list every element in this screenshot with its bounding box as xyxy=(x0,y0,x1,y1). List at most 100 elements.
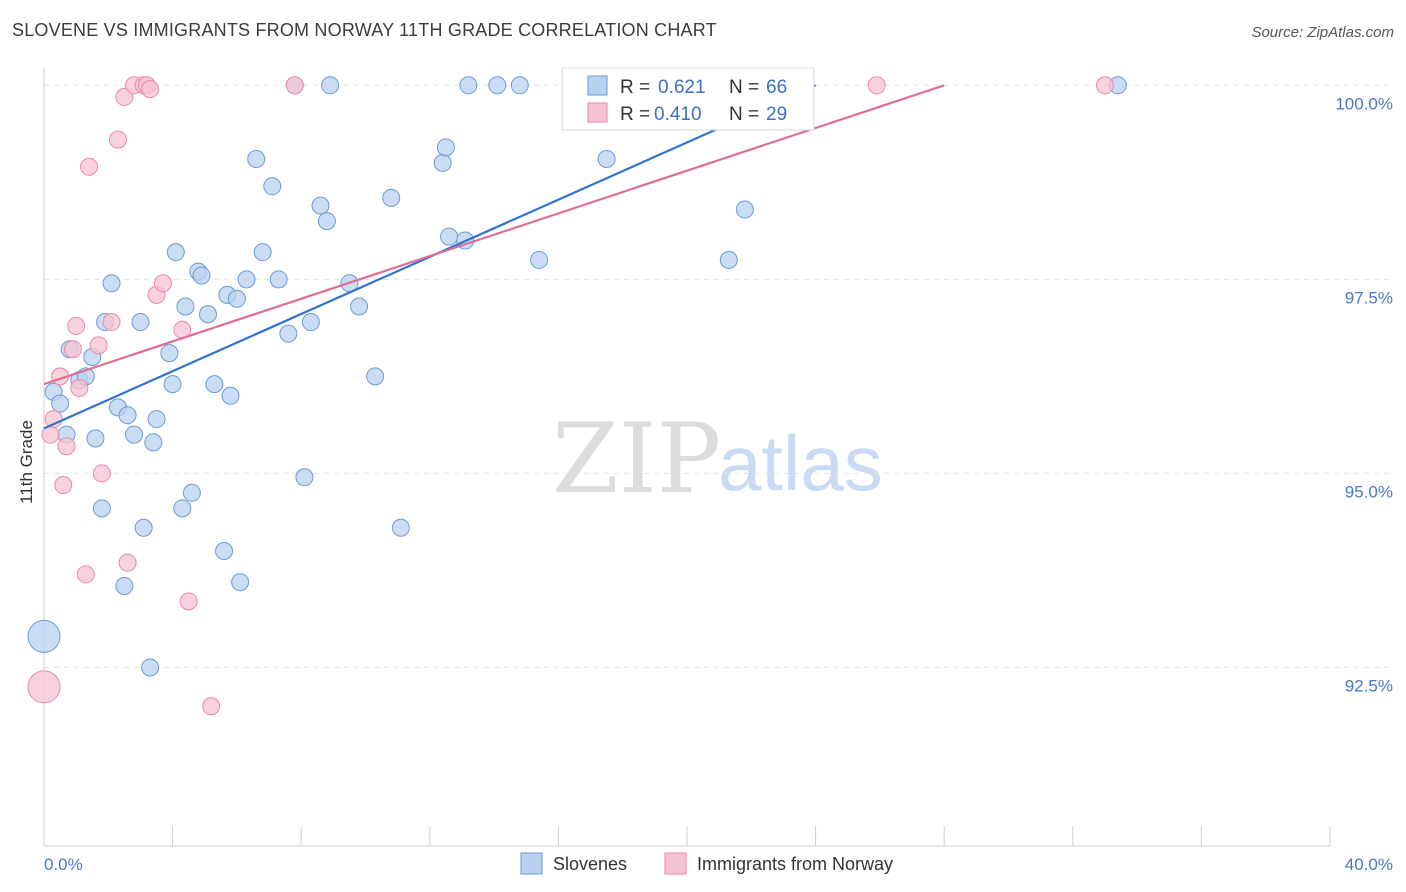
series-legend-swatch-slovenes xyxy=(521,853,542,874)
point-slovenes xyxy=(135,519,152,536)
point-slovenes xyxy=(720,251,737,268)
point-slovenes xyxy=(460,77,477,94)
point-slovenes xyxy=(199,306,216,323)
point-slovenes xyxy=(248,151,265,168)
point-slovenes xyxy=(322,77,339,94)
point-slovenes xyxy=(142,659,159,676)
point-norway xyxy=(180,593,197,610)
y-tick-label: 97.5% xyxy=(1345,288,1393,307)
point-norway xyxy=(286,77,303,94)
series-legend-norway: Immigrants from Norway xyxy=(697,854,893,874)
point-slovenes xyxy=(216,543,233,560)
point-slovenes xyxy=(318,213,335,230)
point-slovenes xyxy=(93,500,110,517)
point-norway xyxy=(64,341,81,358)
scatter-chart: ZIP atlas 100.0% 97.5% 95.0% 92.5% 0.0% 40.0… xyxy=(0,0,1406,892)
y-tick-label: 95.0% xyxy=(1345,482,1393,501)
point-slovenes xyxy=(206,376,223,393)
legend-r-value: 0.621 xyxy=(658,77,706,98)
point-slovenes xyxy=(126,426,143,443)
point-slovenes xyxy=(270,271,287,288)
point-slovenes xyxy=(145,434,162,451)
point-norway xyxy=(868,77,885,94)
point-norway xyxy=(77,566,94,583)
point-slovenes xyxy=(28,620,60,652)
point-slovenes xyxy=(441,228,458,245)
point-slovenes xyxy=(132,314,149,331)
watermark: ZIP atlas xyxy=(552,403,883,515)
point-slovenes xyxy=(52,395,69,412)
point-slovenes xyxy=(238,271,255,288)
series-legend-swatch-norway xyxy=(665,853,686,874)
legend-r-label: R = xyxy=(620,104,650,125)
point-slovenes xyxy=(116,577,133,594)
x-tick-label: 40.0% xyxy=(1345,855,1393,874)
point-norway xyxy=(55,477,72,494)
stats-legend: R = 0.621 N = 66 R = 0.410 N = 29 xyxy=(562,68,814,130)
point-slovenes xyxy=(177,298,194,315)
watermark-zip: ZIP xyxy=(552,403,721,515)
y-tick-label: 92.5% xyxy=(1345,676,1393,695)
point-norway xyxy=(103,314,120,331)
data-points xyxy=(28,77,1126,715)
x-tick-label: 0.0% xyxy=(44,855,83,874)
point-norway xyxy=(119,554,136,571)
point-slovenes xyxy=(489,77,506,94)
point-slovenes xyxy=(302,314,319,331)
point-slovenes xyxy=(167,244,184,261)
point-norway xyxy=(81,158,98,175)
legend-r-value: 0.410 xyxy=(654,104,702,125)
series-legend-slovenes: Slovenes xyxy=(553,854,627,874)
legend-swatch-norway xyxy=(588,103,607,122)
legend-n-value: 66 xyxy=(766,77,787,98)
point-slovenes xyxy=(119,407,136,424)
point-norway xyxy=(68,317,85,334)
point-norway xyxy=(142,81,159,98)
point-slovenes xyxy=(174,500,191,517)
y-tick-label: 100.0% xyxy=(1335,94,1393,113)
point-slovenes xyxy=(164,376,181,393)
legend-swatch-slovenes xyxy=(588,76,607,95)
point-norway xyxy=(28,671,60,703)
point-norway xyxy=(1096,77,1113,94)
legend-r-label: R = xyxy=(620,77,650,98)
point-slovenes xyxy=(161,345,178,362)
point-slovenes xyxy=(351,298,368,315)
point-slovenes xyxy=(222,387,239,404)
point-slovenes xyxy=(103,275,120,292)
point-norway xyxy=(93,465,110,482)
point-slovenes xyxy=(598,151,615,168)
point-slovenes xyxy=(392,519,409,536)
y-axis-label: 11th Grade xyxy=(17,420,36,504)
point-slovenes xyxy=(312,197,329,214)
watermark-atlas: atlas xyxy=(718,419,883,507)
point-slovenes xyxy=(87,430,104,447)
point-slovenes xyxy=(736,201,753,218)
point-slovenes xyxy=(511,77,528,94)
point-slovenes xyxy=(383,189,400,206)
point-slovenes xyxy=(437,139,454,156)
series-legend: Slovenes Immigrants from Norway xyxy=(521,853,893,874)
point-norway xyxy=(58,438,75,455)
point-slovenes xyxy=(228,290,245,307)
point-slovenes xyxy=(296,469,313,486)
point-norway xyxy=(154,275,171,292)
point-slovenes xyxy=(148,411,165,428)
legend-n-label: N = xyxy=(729,104,759,125)
point-slovenes xyxy=(531,251,548,268)
point-slovenes xyxy=(193,267,210,284)
point-slovenes xyxy=(183,484,200,501)
point-norway xyxy=(109,131,126,148)
point-slovenes xyxy=(280,325,297,342)
point-norway xyxy=(90,337,107,354)
point-norway xyxy=(71,380,88,397)
point-norway xyxy=(203,698,220,715)
point-slovenes xyxy=(434,154,451,171)
legend-n-value: 29 xyxy=(766,104,787,125)
point-slovenes xyxy=(254,244,271,261)
point-slovenes xyxy=(367,368,384,385)
point-slovenes xyxy=(232,574,249,591)
point-slovenes xyxy=(264,178,281,195)
legend-n-label: N = xyxy=(729,77,759,98)
y-tick-labels: 100.0% 97.5% 95.0% 92.5% xyxy=(1335,94,1393,695)
